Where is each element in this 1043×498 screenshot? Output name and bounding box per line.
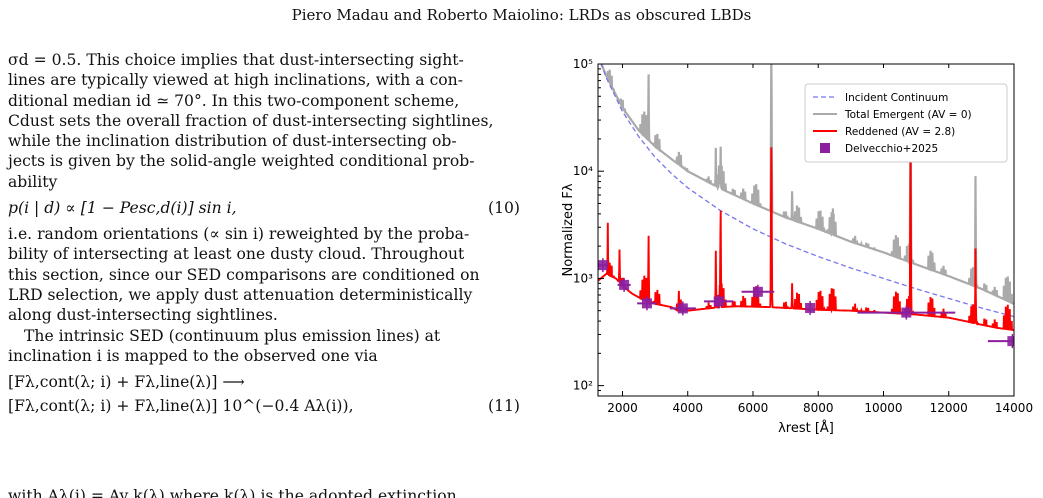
equation-11-number: (11) — [487, 397, 520, 416]
p2-line-2: bility of intersecting at least one dust… — [8, 245, 465, 264]
sed-figure: 2000 4000 6000 8000 10000 12000 14000 10² 10³ 10⁴… — [558, 52, 1043, 496]
x-tick-label: 14000 — [995, 401, 1033, 415]
x-axis-label: λrest [Å] — [778, 420, 834, 436]
paragraph-3: The intrinsic SED (continuum plus emissi… — [8, 326, 520, 367]
legend-label-incident: Incident Continuum — [845, 92, 948, 104]
y-axis-label: Normalized Fλ — [561, 183, 576, 276]
running-header: Piero Madau and Roberto Maiolino: LRDs a… — [291, 6, 752, 24]
series-reddened — [598, 147, 1014, 331]
p2-line-3: this section, since our SED comparisons … — [8, 265, 480, 284]
p1-line-5: while the inclination distribution of du… — [8, 132, 457, 151]
x-tick-label: 10000 — [864, 401, 902, 415]
data-point — [619, 279, 630, 290]
plot-area — [598, 64, 1014, 349]
p1-line-1: σd = 0.5. This choice implies that dust-… — [8, 51, 464, 69]
p1-line-2: lines are typically viewed at high incli… — [8, 71, 463, 90]
data-point — [901, 307, 912, 318]
x-tick-label: 4000 — [672, 401, 703, 415]
x-tick-label: 2000 — [607, 401, 638, 415]
legend-swatch-data — [820, 143, 830, 153]
p3-line-1: The intrinsic SED (continuum plus emissi… — [24, 326, 441, 345]
legend-label-emergent: Total Emergent (AV = 0) — [844, 109, 972, 121]
paragraph-1: σd = 0.5. This choice implies that dust-… — [8, 50, 520, 192]
data-point — [598, 260, 608, 271]
p1-line-4: Cdust sets the overall fraction of dust-… — [8, 111, 494, 130]
data-point — [677, 303, 688, 314]
series-total-emergent — [600, 64, 1014, 305]
p1-line-3: ditional median id ≃ 70°. In this two-co… — [8, 91, 460, 110]
equation-10-number: (10) — [487, 199, 520, 218]
equation-10: p(i | d) ∝ [1 − Pesc,d(i)] sin i, (10) — [8, 198, 520, 220]
y-tick-label: 10³ — [573, 271, 593, 285]
equation-10-body: p(i | d) ∝ [1 − Pesc,d(i)] sin i, — [8, 199, 237, 218]
equation-11-top: [Fλ,cont(λ; i) + Fλ,line(λ)] ⟶ — [8, 373, 245, 392]
x-tick-label: 12000 — [930, 401, 968, 415]
plot-frame — [597, 63, 1015, 397]
legend-label-reddened: Reddened (AV = 2.8) — [845, 126, 955, 138]
p3-line-2: inclination i is mapped to the observed … — [8, 346, 378, 365]
data-point — [805, 302, 816, 313]
x-tick-label: 6000 — [738, 401, 769, 415]
p1-line-6: jects is given by the solid-angle weight… — [8, 152, 475, 171]
left-text-column: σd = 0.5. This choice implies that dust-… — [8, 50, 520, 417]
data-point — [1007, 336, 1014, 347]
data-point — [752, 286, 763, 297]
cut-off-line: with Aλ(i) = Av k(λ) where k(λ) is the a… — [8, 486, 520, 498]
y-tick-label: 10² — [573, 379, 593, 393]
paragraph-2: i.e. random orientations (∝ sin i) rewei… — [8, 224, 520, 325]
p2-line-4: LRD selection, we apply dust attenuation… — [8, 285, 473, 304]
cut-off-text: with Aλ(i) = Av k(λ) where k(λ) is the a… — [8, 487, 457, 498]
data-point — [641, 298, 652, 309]
p1-line-7: ability — [8, 172, 58, 191]
legend-box — [804, 83, 1008, 163]
y-tick-label: 10⁴ — [573, 164, 593, 178]
equation-11-bottom: [Fλ,cont(λ; i) + Fλ,line(λ)] 10^(−0.4 Aλ… — [8, 397, 354, 416]
equation-11-line-2: [Fλ,cont(λ; i) + Fλ,line(λ)] 10^(−0.4 Aλ… — [8, 396, 520, 416]
p2-line-1: i.e. random orientations (∝ sin i) rewei… — [8, 225, 470, 244]
legend-label-data: Delvecchio+2025 — [845, 143, 938, 155]
p2-line-5: along dust-intersecting sightlines. — [8, 306, 278, 325]
data-point — [713, 296, 724, 307]
y-tick-label: 10⁵ — [573, 57, 593, 71]
series-incident-continuum — [600, 64, 1014, 318]
equation-11-line-1: [Fλ,cont(λ; i) + Fλ,line(λ)] ⟶ — [8, 372, 520, 392]
sed-chart: 2000 4000 6000 8000 10000 12000 14000 10² 10³ 10⁴… — [561, 57, 1033, 436]
x-tick-label: 8000 — [803, 401, 834, 415]
